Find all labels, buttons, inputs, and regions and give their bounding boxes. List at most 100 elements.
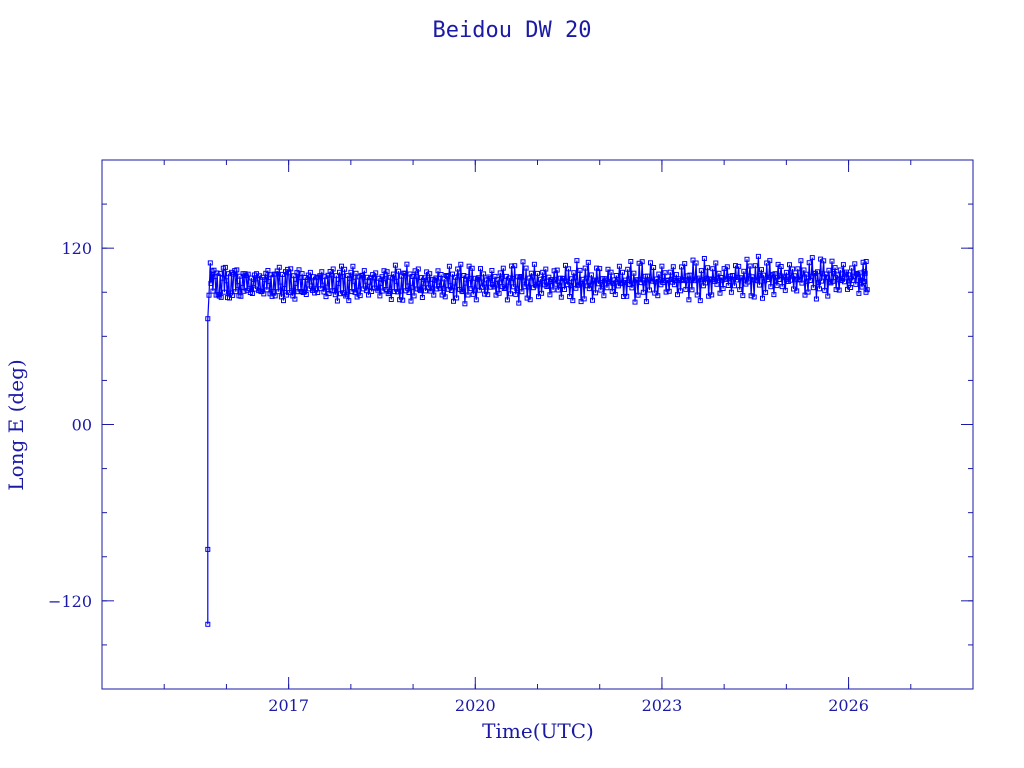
- data-point-marker: [823, 271, 829, 277]
- data-point-marker: [330, 266, 336, 272]
- data-point-marker: [292, 296, 298, 302]
- data-point-marker: [282, 286, 287, 291]
- data-point-marker: [625, 266, 631, 272]
- data-point-marker: [570, 298, 576, 304]
- data-point-marker: [420, 280, 426, 286]
- data-point-marker: [713, 260, 719, 266]
- data-point-marker: [796, 277, 802, 283]
- data-point-marker: [806, 260, 812, 266]
- data-point-marker: [631, 270, 637, 276]
- x-tick-label: 2023: [642, 696, 683, 715]
- data-point-marker: [596, 281, 602, 287]
- data-point-marker: [467, 276, 473, 282]
- data-point-marker: [663, 289, 669, 295]
- data-point-marker: [761, 272, 766, 278]
- data-point-marker: [438, 272, 444, 277]
- data-point-marker: [446, 263, 452, 269]
- data-point-marker: [359, 272, 365, 278]
- data-point-marker: [553, 281, 559, 287]
- data-point-marker: [705, 265, 711, 271]
- data-point-marker: [367, 283, 372, 289]
- data-point-marker: [683, 286, 689, 292]
- data-point-marker: [767, 258, 773, 264]
- x-tick-label: 2017: [268, 696, 309, 715]
- data-point-marker: [221, 289, 227, 295]
- data-point-marker: [569, 276, 575, 282]
- data-point-marker: [637, 276, 643, 282]
- data-point-marker: [829, 258, 835, 264]
- data-point-marker: [279, 271, 285, 277]
- data-point-marker: [794, 288, 800, 294]
- data-point-marker: [836, 287, 842, 293]
- data-point-marker: [841, 279, 847, 285]
- data-point-marker: [555, 287, 561, 293]
- data-point-marker: [587, 282, 593, 288]
- data-point-marker: [810, 285, 816, 291]
- data-point-marker: [826, 267, 832, 273]
- data-point-marker: [514, 286, 520, 292]
- data-point-marker: [710, 266, 716, 272]
- data-point-marker: [609, 288, 615, 294]
- data-point-marker: [425, 277, 431, 283]
- data-point-marker: [686, 297, 692, 303]
- data-point-marker: [632, 299, 638, 305]
- x-tick-label: 2026: [828, 696, 869, 715]
- data-point-marker: [581, 296, 587, 302]
- axis-ticks: [102, 160, 973, 689]
- data-point-marker: [733, 263, 738, 269]
- data-point-marker: [563, 262, 568, 268]
- data-point-marker: [833, 287, 839, 293]
- data-point-marker: [206, 292, 212, 298]
- data-point-marker: [519, 289, 525, 295]
- data-point-marker: [858, 278, 864, 283]
- data-point-marker: [316, 274, 322, 280]
- data-point-marker: [605, 266, 611, 272]
- data-point-marker: [398, 288, 404, 294]
- data-point-marker: [849, 265, 855, 271]
- data-point-marker: [238, 293, 244, 299]
- data-point-marker: [429, 286, 435, 292]
- data-point-marker: [709, 292, 715, 298]
- data-point-marker: [675, 292, 680, 298]
- data-point-marker: [411, 293, 417, 299]
- data-point-marker: [616, 263, 622, 269]
- data-point-marker: [817, 286, 822, 292]
- data-point-marker: [815, 269, 820, 275]
- y-tick-label: −120: [48, 592, 92, 611]
- data-point-marker: [601, 293, 607, 299]
- data-point-marker: [554, 267, 560, 273]
- data-point-marker: [210, 288, 216, 294]
- data-point-marker: [681, 278, 687, 284]
- data-point-marker: [782, 287, 788, 293]
- data-point-marker: [469, 265, 475, 271]
- data-point-marker: [406, 290, 412, 295]
- data-point-marker: [440, 285, 446, 291]
- data-point-marker: [689, 287, 695, 293]
- data-point-marker: [517, 274, 523, 280]
- data-point-marker: [392, 262, 398, 268]
- data-point-marker: [468, 286, 474, 292]
- data-point-marker: [582, 265, 588, 271]
- data-point-marker: [741, 268, 747, 274]
- data-point-marker: [303, 292, 309, 297]
- series-markers: [205, 253, 870, 627]
- data-point-marker: [322, 274, 328, 280]
- data-point-marker: [395, 289, 400, 295]
- data-point-marker: [771, 292, 777, 298]
- data-point-marker: [720, 286, 726, 291]
- data-point-marker: [249, 291, 255, 296]
- data-point-marker: [333, 273, 339, 279]
- data-point-marker: [593, 290, 599, 296]
- data-point-marker: [526, 275, 532, 281]
- data-point-marker: [369, 289, 375, 294]
- data-point-marker: [332, 292, 338, 298]
- data-point-marker: [745, 279, 751, 285]
- data-point-marker: [788, 277, 793, 283]
- data-point-marker: [525, 284, 531, 290]
- data-point-marker: [652, 290, 658, 296]
- data-point-marker: [357, 293, 363, 299]
- data-point-marker: [697, 298, 703, 304]
- data-point-marker: [831, 271, 837, 276]
- data-point-marker: [698, 268, 704, 274]
- data-point-marker: [348, 269, 354, 275]
